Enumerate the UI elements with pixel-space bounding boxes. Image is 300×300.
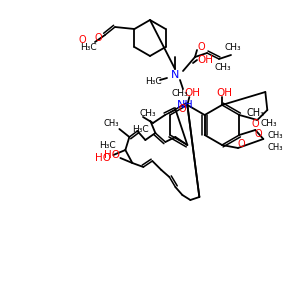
Text: CH₃: CH₃: [268, 142, 283, 152]
Text: CH₃: CH₃: [246, 108, 264, 118]
Text: CH₃: CH₃: [260, 119, 277, 128]
Text: O: O: [78, 35, 86, 45]
Text: HO: HO: [104, 150, 120, 160]
Text: CH₃: CH₃: [103, 118, 119, 127]
Text: O: O: [94, 33, 102, 43]
Text: H₃C: H₃C: [80, 44, 96, 52]
Text: O: O: [251, 119, 259, 129]
Text: O: O: [197, 42, 205, 52]
Text: CH₃: CH₃: [215, 62, 231, 71]
Text: CH₃: CH₃: [268, 131, 283, 140]
Text: OH: OH: [216, 88, 232, 98]
Text: H₃C: H₃C: [132, 125, 149, 134]
Text: CH₃: CH₃: [225, 43, 241, 52]
Text: CH₃: CH₃: [172, 88, 188, 98]
Text: NH: NH: [177, 100, 194, 110]
Text: O: O: [178, 104, 186, 114]
Text: N: N: [171, 70, 179, 80]
Text: OH: OH: [197, 55, 213, 65]
Text: H₃C: H₃C: [145, 76, 161, 85]
Text: O: O: [237, 139, 245, 149]
Text: O: O: [254, 129, 262, 139]
Text: OH: OH: [184, 88, 200, 98]
Text: H₃C: H₃C: [99, 140, 116, 149]
Text: CH₃: CH₃: [139, 110, 156, 118]
Text: HO: HO: [95, 153, 111, 163]
